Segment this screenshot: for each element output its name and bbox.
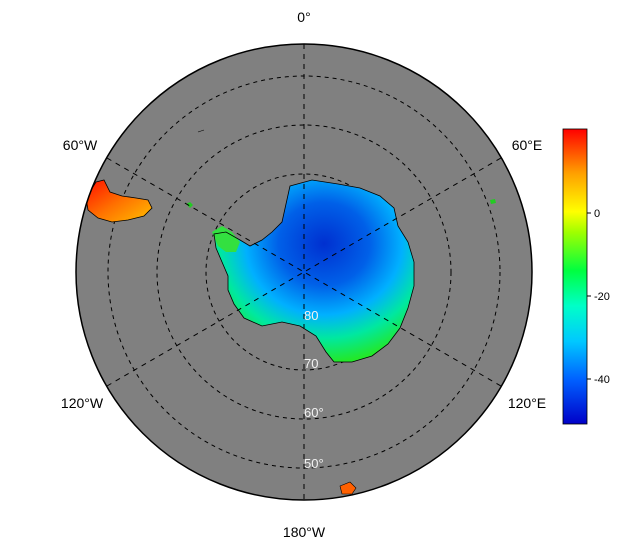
island: [186, 202, 193, 208]
meridian-grid: [106, 44, 502, 500]
colorbar-tick-label-minus20: -20: [594, 291, 610, 303]
meridian-label-180: 180°W: [283, 524, 326, 540]
colorbar: [562, 128, 588, 425]
latitude-label-50: 50°: [304, 456, 324, 471]
meridian-label-0: 0°: [297, 9, 310, 25]
meridian-label-120e: 120°E: [508, 395, 546, 411]
new-zealand-island: [339, 481, 357, 495]
antarctica-coastline: [213, 179, 415, 363]
colorbar-tick-label-0: 0: [594, 208, 600, 220]
colorbar-tick-label-minus40: -40: [594, 374, 610, 386]
meridian-label-60w: 60°W: [63, 137, 98, 153]
latitude-label-80: 80: [304, 308, 318, 323]
island: [490, 199, 496, 204]
latitude-label-60: 60°: [304, 405, 324, 420]
antarctic-peninsula: [212, 226, 240, 252]
colorbar-ticks: [587, 212, 591, 380]
island: [197, 129, 205, 133]
globe-border: [75, 43, 533, 501]
south-america-landmass: [85, 179, 153, 223]
meridian-label-120w: 120°W: [61, 395, 104, 411]
meridian-label-60e: 60°E: [512, 137, 543, 153]
latitude-label-70: 70: [304, 356, 318, 371]
antarctica-landmass: [214, 180, 414, 362]
